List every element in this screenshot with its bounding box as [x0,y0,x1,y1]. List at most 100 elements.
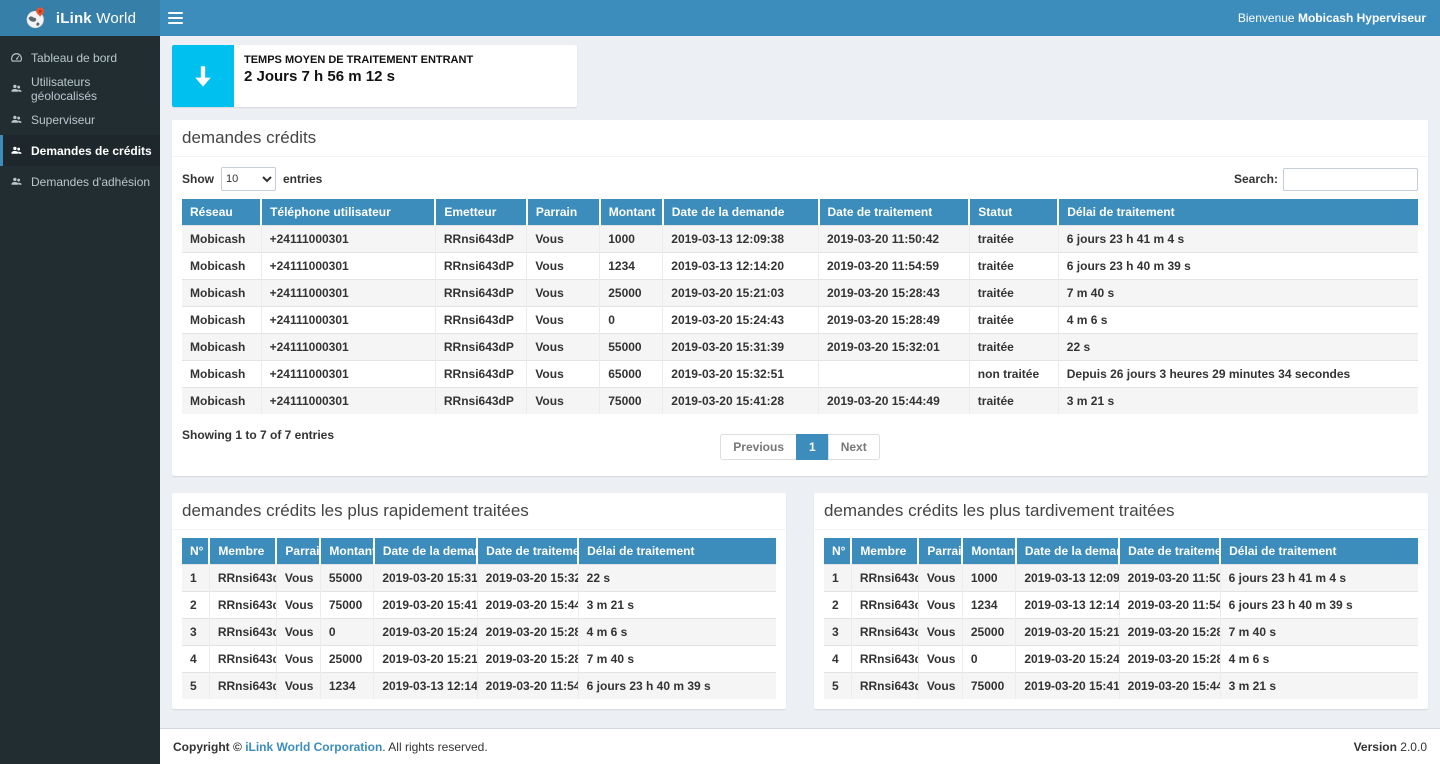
column-header: Date de la demande [1016,538,1119,565]
top-navbar: iLink World Bienvenue Mobicash Hypervise… [0,0,1440,36]
table-cell: Mobicash [182,280,261,307]
brand-logo[interactable]: iLink World [0,0,160,36]
table-cell: 2019-03-20 11:54:59 [819,253,970,280]
entries-select[interactable]: 10 [221,167,276,191]
column-header: Membre [851,538,918,565]
table-cell: 75000 [962,673,1015,700]
table-cell: 7 m 40 s [1220,619,1418,646]
table-cell: 2019-03-13 12:09:38 [663,226,819,253]
table-cell: 3 m 21 s [578,592,776,619]
table-cell: 3 [824,619,851,646]
table-cell: 25000 [320,646,373,673]
sidebar: Tableau de bord Utilisateurs géolocalisé… [0,36,160,764]
sidebar-item-label: Tableau de bord [31,51,117,65]
slowest-processed-table: N°MembreParrainMontantDate de la demande… [824,538,1418,699]
table-cell: 55000 [320,565,373,592]
entries-label: entries [283,172,322,186]
credits-requests-table: RéseauTéléphone utilisateurEmetteurParra… [182,199,1418,414]
table-cell: 7 m 40 s [1058,280,1418,307]
table-cell: Vous [276,592,320,619]
table-cell: Vous [276,565,320,592]
column-header[interactable]: Délai de traitement [1058,199,1418,226]
table-cell: 2019-03-20 15:44:49 [819,388,970,415]
table-cell: Vous [918,673,962,700]
table-cell: 4 [824,646,851,673]
version-label: Version [1354,740,1397,754]
column-header: Parrain [918,538,962,565]
panel-title: demandes crédits les plus tardivement tr… [814,493,1428,530]
sidebar-item-label: Demandes d'adhésion [31,175,150,189]
table-cell: 7 m 40 s [578,646,776,673]
sidebar-item-superviseur[interactable]: Superviseur [0,104,160,135]
table-cell: 1000 [962,565,1015,592]
table-cell: RRnsi643dP [209,673,276,700]
column-header: N° [824,538,851,565]
table-cell: traitée [969,388,1058,415]
table-cell: +24111000301 [261,280,435,307]
table-cell: 1234 [600,253,663,280]
version-value: 2.0.0 [1400,740,1427,754]
table-cell: RRnsi643dP [851,592,918,619]
pagination-next-button[interactable]: Next [828,434,880,460]
column-header: Membre [209,538,276,565]
brand-text: iLink World [56,10,136,27]
table-cell: RRnsi643dP [209,565,276,592]
table-cell: 5 [182,673,209,700]
welcome-username: Mobicash Hyperviseur [1298,11,1426,25]
table-cell: Vous [918,646,962,673]
table-cell: Vous [918,592,962,619]
sidebar-item-demandes-de-credits[interactable]: Demandes de crédits [0,135,160,166]
table-cell: 22 s [578,565,776,592]
sidebar-item-demandes-d-adhesion[interactable]: Demandes d'adhésion [0,166,160,197]
company-link[interactable]: iLink World Corporation [245,740,382,754]
table-cell: 2019-03-20 15:32:51 [663,361,819,388]
table-row: Mobicash+24111000301RRnsi643dPVous02019-… [182,307,1418,334]
table-cell: 2019-03-20 15:31:39 [663,334,819,361]
table-cell: +24111000301 [261,307,435,334]
table-cell [819,361,970,388]
table-row: 2RRnsi643dPVous750002019-03-20 15:41:282… [182,592,776,619]
brand-light: World [96,10,136,27]
pagination-previous-button[interactable]: Previous [720,434,797,460]
column-header[interactable]: Montant [600,199,663,226]
table-row: Mobicash+24111000301RRnsi643dPVous100020… [182,226,1418,253]
search-input[interactable] [1283,168,1418,191]
sidebar-item-utilisateurs-geolocalises[interactable]: Utilisateurs géolocalisés [0,73,160,104]
table-row: Mobicash+24111000301RRnsi643dPVous750002… [182,388,1418,415]
sidebar-toggle-icon[interactable] [168,0,202,36]
column-header[interactable]: Réseau [182,199,261,226]
table-cell: Vous [276,673,320,700]
table-cell: 2019-03-20 15:41:28 [663,388,819,415]
table-cell: traitée [969,253,1058,280]
table-row: Mobicash+24111000301RRnsi643dPVous250002… [182,280,1418,307]
pagination-page-1-button[interactable]: 1 [796,434,829,460]
fastest-processed-table: N°MembreParrainMontantDate de la demande… [182,538,776,699]
table-cell: 2019-03-20 15:44:49 [477,592,578,619]
table-header-row: N°MembreParrainMontantDate de la demande… [182,538,776,565]
sidebar-item-tableau-de-bord[interactable]: Tableau de bord [0,42,160,73]
table-cell: 75000 [320,592,373,619]
table-cell: 2019-03-20 15:24:43 [663,307,819,334]
table-row: 4RRnsi643dPVous02019-03-20 15:24:432019-… [824,646,1418,673]
table-cell: 6 jours 23 h 41 m 4 s [1220,565,1418,592]
arrow-down-icon [172,45,234,107]
table-cell: RRnsi643dP [435,280,526,307]
table-row: Mobicash+24111000301RRnsi643dPVous550002… [182,334,1418,361]
sidebar-item-label: Demandes de crédits [31,144,152,158]
table-cell: 4 m 6 s [1220,646,1418,673]
table-cell: RRnsi643dP [851,673,918,700]
column-header[interactable]: Statut [969,199,1058,226]
table-cell: +24111000301 [261,334,435,361]
table-cell: 4 m 6 s [1058,307,1418,334]
table-cell: 2019-03-20 11:50:42 [1119,565,1220,592]
user-welcome[interactable]: Bienvenue Mobicash Hyperviseur [1238,11,1426,25]
column-header[interactable]: Date de traitement [819,199,970,226]
column-header[interactable]: Emetteur [435,199,526,226]
table-cell: 55000 [600,334,663,361]
table-cell: 1234 [320,673,373,700]
table-cell: 2019-03-20 15:21:03 [1016,619,1119,646]
column-header[interactable]: Date de la demande [663,199,819,226]
column-header[interactable]: Parrain [527,199,600,226]
column-header[interactable]: Téléphone utilisateur [261,199,435,226]
table-cell: Vous [527,280,600,307]
